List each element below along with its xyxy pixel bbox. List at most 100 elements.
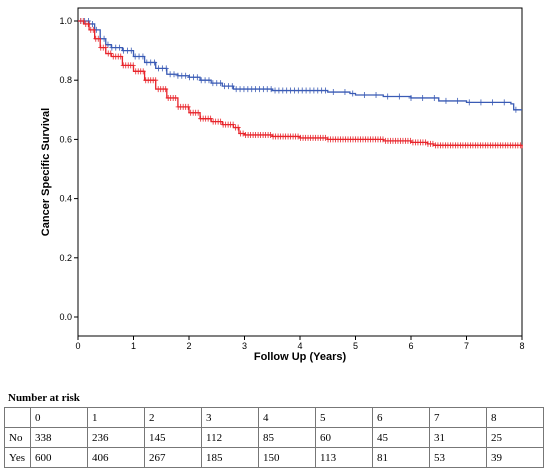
censor-mark	[173, 94, 179, 101]
risk-cell: 236	[87, 427, 145, 448]
x-tick-label: 6	[408, 341, 413, 351]
risk-cell: 85	[258, 427, 316, 448]
risk-header-cell: 2	[144, 407, 202, 428]
censor-mark	[240, 130, 246, 137]
censor-mark	[229, 83, 235, 90]
survival-curve-no	[78, 20, 522, 111]
censor-mark	[295, 133, 301, 140]
censor-mark	[118, 53, 124, 60]
risk-row-no: No 338 236 145 112 85 60 45 31 25	[4, 427, 544, 448]
censor-mark	[501, 99, 507, 106]
x-tick-label: 4	[297, 341, 302, 351]
censor-mark	[103, 44, 109, 51]
censor-mark	[183, 72, 189, 79]
risk-table-title: Number at risk	[8, 392, 80, 404]
censor-mark	[323, 134, 329, 141]
risk-header-cell: 8	[486, 407, 544, 428]
survival-curves	[78, 18, 523, 149]
y-tick-label: 0.2	[59, 253, 72, 263]
censor-mark	[117, 44, 123, 51]
censor-mark	[218, 118, 224, 125]
x-tick-label: 1	[131, 341, 136, 351]
censor-mark	[108, 50, 114, 57]
series-yes-group	[78, 18, 523, 149]
censor-mark	[101, 35, 107, 42]
x-tick-label: 3	[242, 341, 247, 351]
censor-mark	[235, 124, 241, 131]
risk-cell: 406	[87, 447, 145, 468]
censor-mark	[90, 26, 96, 33]
censor-mark	[171, 71, 177, 78]
censor-mark	[466, 99, 472, 106]
censor-mark	[185, 103, 191, 110]
x-tick-label: 2	[186, 341, 191, 351]
risk-header-cell: 1	[87, 407, 145, 428]
censor-mark	[152, 59, 158, 66]
risk-cell: 145	[144, 427, 202, 448]
censor-mark	[163, 86, 169, 93]
risk-header-cell: 7	[429, 407, 487, 428]
censor-mark	[95, 35, 101, 42]
censor-mark	[140, 53, 146, 60]
censor-mark	[195, 109, 201, 116]
censor-mark	[80, 18, 86, 24]
survival-chart: 0 1 2 3 4 5 6 7 8 0.0 0.2 0.4 0.6 0.8 1.0 Follow Up (Y…	[40, 7, 525, 363]
censor-mark	[513, 106, 519, 113]
risk-cell: 113	[315, 447, 373, 468]
censor-mark	[431, 94, 437, 101]
censor-mark	[342, 89, 348, 96]
censor-mark	[373, 92, 379, 98]
series-no-group	[78, 18, 522, 113]
censor-mark	[380, 136, 386, 143]
censor-mark	[490, 99, 496, 106]
risk-row-yes: Yes 600 406 267 185 150 113 81 53 39	[4, 447, 544, 468]
censor-mark	[218, 80, 224, 87]
risk-cell: 112	[201, 427, 259, 448]
risk-header-cell: 0	[30, 407, 88, 428]
censor-mark	[422, 139, 428, 146]
censor-mark	[268, 131, 274, 138]
y-tick-label: 1.0	[59, 16, 72, 26]
censor-mark	[130, 62, 136, 69]
censor-mark	[385, 93, 391, 100]
censor-mark	[396, 93, 402, 100]
censor-mark	[128, 47, 134, 54]
censor-mark	[140, 68, 146, 75]
risk-row-label: No	[4, 427, 31, 448]
risk-cell: 60	[315, 427, 373, 448]
y-tick-label: 0.6	[59, 134, 72, 144]
axis-ticks: 0 1 2 3 4 5 6 7 8 0.0 0.2 0.4 0.6 0.8 1.0	[59, 16, 524, 351]
censor-mark	[330, 89, 336, 96]
risk-cell: 31	[429, 427, 487, 448]
x-tick-label: 5	[353, 341, 358, 351]
censor-mark	[163, 65, 169, 72]
censor-mark	[208, 115, 214, 122]
censor-mark	[105, 41, 111, 48]
x-tick-label: 0	[75, 341, 80, 351]
censor-mark	[206, 77, 212, 84]
y-tick-label: 0.0	[59, 312, 72, 322]
y-axis-title: Cancer Specific Survival	[40, 108, 52, 236]
censor-mark	[323, 87, 329, 94]
risk-header-cell: 6	[372, 407, 430, 428]
x-axis-title: Follow Up (Years)	[254, 351, 347, 363]
risk-cell: 25	[486, 427, 544, 448]
risk-header-cell	[4, 407, 31, 428]
censor-mark	[430, 140, 436, 147]
risk-header-cell: 5	[315, 407, 373, 428]
censor-mark	[361, 92, 367, 98]
risk-cell: 45	[372, 427, 430, 448]
censor-mark	[443, 97, 449, 104]
censor-mark	[230, 121, 236, 128]
censor-mark	[478, 99, 484, 106]
censor-mark	[517, 142, 523, 149]
risk-header-cell: 4	[258, 407, 316, 428]
censor-mark	[85, 20, 91, 27]
number-at-risk-table: 0 1 2 3 4 5 6 7 8 No 338 236 145 112 85 60 45 31 25 Yes 600 4…	[4, 407, 544, 468]
censor-mark	[194, 74, 200, 81]
x-tick-label: 8	[519, 341, 524, 351]
censor-mark	[350, 90, 356, 97]
censor-mark	[455, 97, 461, 104]
censor-mark	[420, 94, 426, 101]
